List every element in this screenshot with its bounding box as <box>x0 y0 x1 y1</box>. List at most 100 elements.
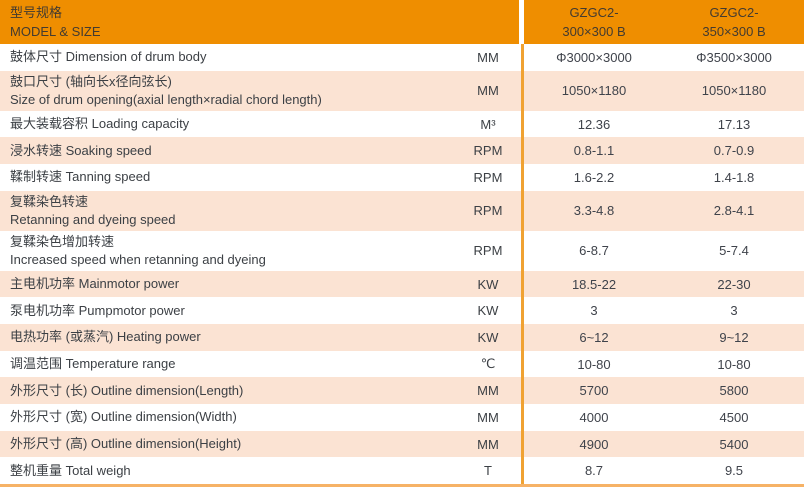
column-divider <box>521 324 524 351</box>
row-label-line: 复鞣染色增加转速 <box>10 233 115 249</box>
row-unit: ℃ <box>480 356 496 372</box>
row-value-col1: 4000 <box>579 409 609 425</box>
column-divider <box>521 404 524 431</box>
column-divider <box>521 230 524 271</box>
header-divider-gap <box>519 0 524 44</box>
row-value-col1: 12.36 <box>577 116 611 132</box>
row-label: 鼓口尺寸 (轴向长x径向弦长) Size of drum opening(axi… <box>0 73 455 109</box>
row-label: 调温范围 Temperature range <box>0 355 455 373</box>
row-label-line: 主电机功率 Mainmotor power <box>10 276 180 292</box>
row-value-col2: 2.8-4.1 <box>713 203 755 219</box>
row-unit: RPM <box>473 143 503 159</box>
model-size: 350×300 B <box>702 24 766 39</box>
model-name: GZGC2- <box>569 5 619 20</box>
row-label: 主电机功率 Mainmotor power <box>0 275 455 293</box>
table-row: 外形尺寸 (长) Outline dimension(Length) MM 57… <box>0 377 804 405</box>
row-value-col2: 5400 <box>719 436 749 452</box>
column-divider <box>521 190 524 231</box>
row-label: 复鞣染色增加转速 Increased speed when retanning … <box>0 233 455 269</box>
row-label: 浸水转速 Soaking speed <box>0 142 455 160</box>
column-divider <box>521 297 524 325</box>
row-unit: MM <box>477 436 499 452</box>
row-label-line: Size of drum opening(axial length×radial… <box>10 91 322 107</box>
header-column-model-1: GZGC2- 300×300 B <box>524 0 664 44</box>
row-unit: M³ <box>480 116 496 132</box>
row-value-col1: 1.6-2.2 <box>573 169 615 185</box>
row-label-line: 鞣制转速 Tanning speed <box>10 169 151 185</box>
column-divider <box>521 270 524 298</box>
row-value-col1: 6~12 <box>579 329 609 345</box>
row-label: 外形尺寸 (高) Outline dimension(Height) <box>0 435 455 453</box>
row-unit: MM <box>477 383 499 399</box>
header-model-size-cell: 型号规格 MODEL & SIZE <box>0 0 519 44</box>
column-divider <box>521 137 524 165</box>
row-value-col2: 3 <box>730 303 738 319</box>
row-value-col1: 8.7 <box>584 463 604 479</box>
row-label-line: 调温范围 Temperature range <box>10 356 176 372</box>
column-divider <box>521 350 524 378</box>
row-unit: KW <box>477 303 499 319</box>
row-label-line: 鼓口尺寸 (轴向长x径向弦长) <box>10 73 172 89</box>
row-unit: RPM <box>473 243 503 259</box>
row-value-col2: 5-7.4 <box>719 243 749 259</box>
model-name: GZGC2- <box>709 5 759 20</box>
table-row: 外形尺寸 (宽) Outline dimension(Width) MM 400… <box>0 404 804 431</box>
model-size: 300×300 B <box>562 24 626 39</box>
row-value-col1: Φ3000×3000 <box>556 49 632 65</box>
row-value-col1: 3.3-4.8 <box>573 203 615 219</box>
row-label-line: 鼓体尺寸 Dimension of drum body <box>10 49 207 65</box>
row-label: 整机重量 Total weigh <box>0 462 455 480</box>
row-value-col1: 4900 <box>579 436 609 452</box>
row-value-col2: 22-30 <box>717 276 751 292</box>
row-value-col2: 9.5 <box>724 463 744 479</box>
header-column-model-2: GZGC2- 350×300 B <box>664 0 804 44</box>
row-label: 最大装载容积 Loading capacity <box>0 115 455 133</box>
table-row: 复鞣染色转速 Retanning and dyeing speed RPM 3.… <box>0 190 804 231</box>
table-row: 主电机功率 Mainmotor power KW 18.5-22 22-30 <box>0 270 804 298</box>
row-value-col2: 1.4-1.8 <box>713 169 755 185</box>
row-unit: KW <box>477 329 499 345</box>
table-row: 浸水转速 Soaking speed RPM 0.8-1.1 0.7-0.9 <box>0 137 804 165</box>
header-model-columns: GZGC2- 300×300 B GZGC2- 350×300 B <box>524 0 804 44</box>
column-divider <box>521 70 524 111</box>
row-label: 外形尺寸 (宽) Outline dimension(Width) <box>0 408 455 426</box>
row-value-col1: 5700 <box>579 383 609 399</box>
table-row: 鼓口尺寸 (轴向长x径向弦长) Size of drum opening(axi… <box>0 70 804 111</box>
column-divider <box>521 430 524 458</box>
table-row: 鞣制转速 Tanning speed RPM 1.6-2.2 1.4-1.8 <box>0 164 804 191</box>
table-row: 调温范围 Temperature range ℃ 10-80 10-80 <box>0 350 804 378</box>
row-label-line: 泵电机功率 Pumpmotor power <box>10 302 185 318</box>
row-unit: MM <box>477 409 499 425</box>
row-label-line: 外形尺寸 (宽) Outline dimension(Width) <box>10 409 237 425</box>
row-unit: MM <box>477 49 499 65</box>
row-label: 鞣制转速 Tanning speed <box>0 168 455 186</box>
row-label: 外形尺寸 (长) Outline dimension(Length) <box>0 382 455 400</box>
row-value-col1: 1050×1180 <box>561 83 627 99</box>
column-divider <box>521 457 524 485</box>
row-value-col1: 3 <box>590 303 598 319</box>
table-row: 最大装载容积 Loading capacity M³ 12.36 17.13 <box>0 110 804 138</box>
row-label-line: 外形尺寸 (高) Outline dimension(Height) <box>10 436 242 452</box>
row-value-col1: 10-80 <box>577 356 611 372</box>
row-unit: RPM <box>473 203 503 219</box>
row-label-line: 整机重量 Total weigh <box>10 462 131 478</box>
table-header: 型号规格 MODEL & SIZE GZGC2- 300×300 B GZGC2… <box>0 0 804 44</box>
row-value-col2: 17.13 <box>717 116 751 132</box>
row-value-col1: 0.8-1.1 <box>573 143 615 159</box>
bottom-border-line <box>0 484 804 487</box>
row-unit: KW <box>477 276 499 292</box>
row-unit: RPM <box>473 169 503 185</box>
row-label-line: 外形尺寸 (长) Outline dimension(Length) <box>10 382 244 398</box>
row-value-col1: 6-8.7 <box>579 243 609 259</box>
row-value-col2: 5800 <box>719 383 749 399</box>
table-row: 电热功率 (或蒸汽) Heating power KW 6~12 9~12 <box>0 324 804 351</box>
row-value-col1: 18.5-22 <box>571 276 617 292</box>
row-value-col2: 10-80 <box>717 356 751 372</box>
row-value-col2: 1050×1180 <box>701 83 767 99</box>
row-value-col2: 9~12 <box>719 329 749 345</box>
column-divider <box>521 44 524 71</box>
row-value-col2: 4500 <box>719 409 749 425</box>
row-label-line: 浸水转速 Soaking speed <box>10 142 152 158</box>
row-label: 鼓体尺寸 Dimension of drum body <box>0 48 455 66</box>
